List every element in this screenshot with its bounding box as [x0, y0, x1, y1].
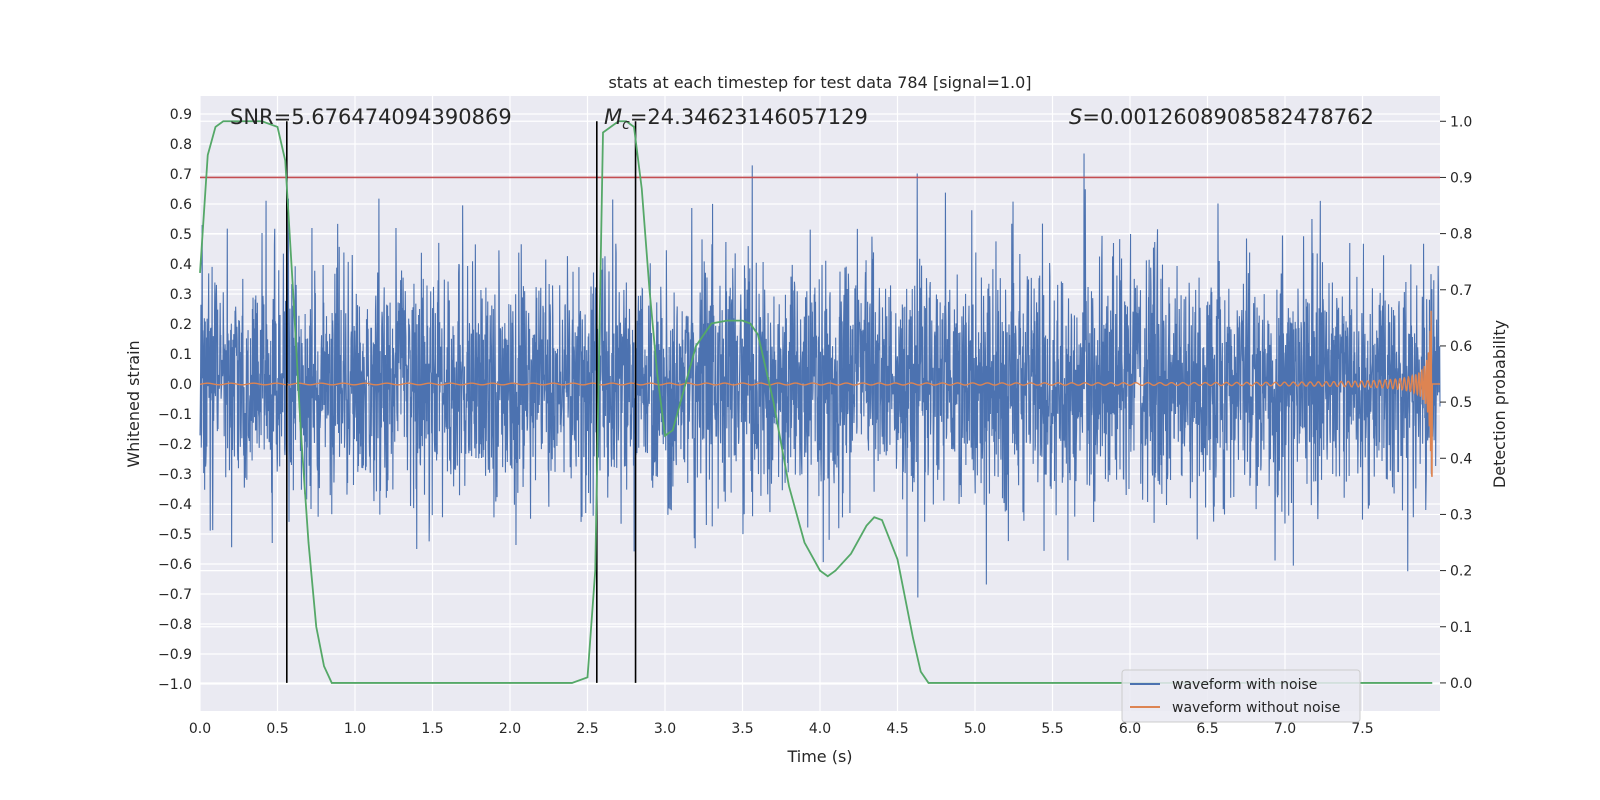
y-ticks: 0.9 0.8 0.7 0.6 0.5 0.4 0.3 0.2 0.1 0.0 −0.1 −0.2 −0…	[158, 107, 192, 693]
y-tick-label: 0.5	[170, 227, 192, 243]
chart-title: stats at each timestep for test data 784…	[608, 73, 1031, 92]
chirp-mass-subscript: c	[622, 117, 630, 133]
x-tick-label: 2.5	[576, 721, 598, 737]
x-tick-label: 2.0	[499, 721, 521, 737]
y2-tick-label: 0.1	[1450, 620, 1472, 636]
x-tick-label: 5.5	[1041, 721, 1063, 737]
y2-ticks: 1.0 0.9 0.8 0.7 0.6 0.5 0.4 0.3 0.2 0.1 0.0	[1440, 114, 1472, 692]
y-tick-label: 0.1	[170, 347, 192, 363]
y-tick-label: −0.8	[158, 617, 192, 633]
y-tick-label: −0.3	[158, 467, 192, 483]
series-detection-probability	[199, 120, 1433, 684]
y2-tick-label: 0.9	[1450, 170, 1472, 186]
y2-tick-label: 0.3	[1450, 507, 1472, 523]
legend-box	[1121, 669, 1361, 723]
s-value: =0.0012608908582478762	[1082, 105, 1374, 129]
y-tick-label: 0.3	[170, 287, 192, 303]
x-tick-label: 4.0	[809, 721, 831, 737]
chirp-mass-value: =24.34623146057129	[630, 105, 868, 129]
vertical-markers	[285, 121, 637, 683]
y-tick-label: −0.4	[158, 497, 192, 513]
y-tick-label: 0.7	[170, 167, 192, 183]
legend: waveform with noise waveform without noi…	[1121, 669, 1361, 723]
x-tick-label: 1.0	[344, 721, 366, 737]
y-tick-label: −0.7	[158, 587, 192, 603]
x-tick-label: 1.5	[421, 721, 443, 737]
y-tick-label: −0.1	[158, 407, 192, 423]
x-tick-label: 4.5	[886, 721, 908, 737]
y-axis-label: Whitened strain	[124, 340, 143, 467]
y-tick-label: −0.2	[158, 437, 192, 453]
y2-tick-label: 0.4	[1450, 451, 1472, 467]
y-tick-label: 0.8	[170, 137, 192, 153]
x-tick-label: 3.5	[731, 721, 753, 737]
x-tick-label: 6.5	[1196, 721, 1218, 737]
x-tick-label: 5.0	[964, 721, 986, 737]
noise-waveform-path	[199, 153, 1441, 598]
x-ticks: 0.0 0.5 1.0 1.5 2.0 2.5 3.0 3.5 4.0 4.5 5.0 5.5 6.0 6…	[189, 721, 1374, 737]
x-tick-label: 0.5	[266, 721, 288, 737]
y-tick-label: 0.2	[170, 317, 192, 333]
y-tick-label: 0.6	[170, 197, 192, 213]
clean-waveform-path	[199, 310, 1440, 477]
y-tick-label: 0.0	[170, 377, 192, 393]
s-annotation: S=0.0012608908582478762	[1069, 105, 1374, 129]
x-tick-label: 7.0	[1274, 721, 1296, 737]
s-symbol: S	[1069, 105, 1082, 129]
y-tick-label: −0.5	[158, 527, 192, 543]
y-tick-label: 0.9	[170, 107, 192, 123]
y2-tick-label: 0.2	[1450, 564, 1472, 580]
x-tick-label: 3.0	[654, 721, 676, 737]
snr-annotation: SNR=5.676474094390869	[230, 105, 512, 129]
chirp-mass-symbol: M	[604, 105, 622, 129]
legend-label-clean: waveform without noise	[1172, 700, 1340, 716]
y-tick-label: −0.6	[158, 557, 192, 573]
y2-tick-label: 1.0	[1450, 114, 1472, 130]
x-tick-label: 6.0	[1119, 721, 1141, 737]
y-tick-label: −1.0	[158, 677, 192, 693]
y-tick-label: −0.9	[158, 647, 192, 663]
y2-tick-label: 0.6	[1450, 339, 1472, 355]
series-waveform-without-noise	[199, 310, 1440, 477]
chirp-mass-annotation: Mc=24.34623146057129	[604, 105, 868, 133]
x-tick-label: 0.0	[189, 721, 211, 737]
x-axis-label: Time (s)	[786, 747, 852, 766]
series-waveform-with-noise	[199, 153, 1441, 598]
legend-label-noise: waveform with noise	[1172, 677, 1317, 693]
x-tick-label: 7.5	[1351, 721, 1373, 737]
y2-axis-label: Detection probability	[1490, 320, 1509, 488]
y2-tick-label: 0.7	[1450, 283, 1472, 299]
y2-tick-label: 0.0	[1450, 676, 1472, 692]
y2-tick-label: 0.8	[1450, 227, 1472, 243]
y-tick-label: 0.4	[170, 257, 192, 273]
probability-path	[199, 120, 1433, 684]
y2-tick-label: 0.5	[1450, 395, 1472, 411]
